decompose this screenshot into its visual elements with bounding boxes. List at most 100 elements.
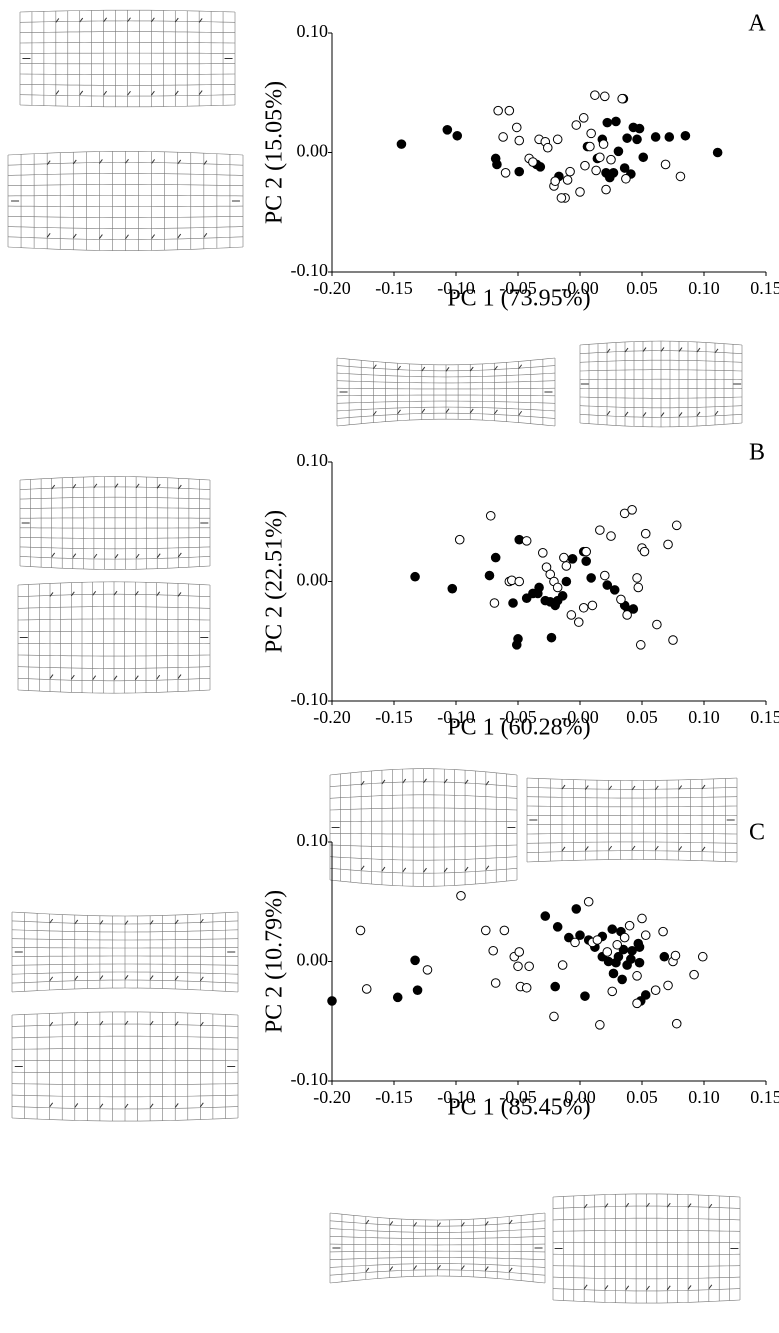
landmark-vector [74,919,79,925]
landmark-vector [654,845,659,851]
x-tick-label: -0.05 [499,1087,537,1107]
data-point [500,168,511,178]
x-tick-label: -0.00 [561,278,599,298]
data-point [595,152,605,163]
x-tick-label: 0.15 [750,278,779,298]
data-point [652,619,662,630]
landmark-vector [74,975,79,981]
data-point [586,128,596,139]
landmark-vector [701,846,706,852]
landmark-vector [696,347,701,353]
x-tick-label: -0.20 [313,278,351,298]
x-axis-label: PC 1 (73.95%) [447,286,590,312]
data-point [617,974,627,985]
landmark-vector [198,90,203,95]
landmark-vector [93,483,98,489]
data-point [552,922,563,932]
landmark-vector [583,1284,588,1290]
landmark-vector [199,1021,204,1027]
x-tick-label: 0.05 [626,1087,658,1107]
data-point [609,585,620,595]
landmark-vector [149,975,154,980]
landmark-vector [469,366,474,372]
data-point [628,604,639,614]
landmark-vector [423,778,427,784]
landmark-vector [177,484,182,490]
data-point [590,90,600,100]
data-point [578,602,589,613]
landmark-vector [642,347,647,352]
landmark-vector [494,365,498,371]
data-point [492,159,502,170]
landmark-vector [114,483,119,489]
grid-line [336,418,556,427]
landmark-vector [174,919,179,925]
data-point [528,157,538,167]
landmark-vector [98,234,103,239]
landmark-vector [360,865,365,871]
landmark-vector [113,590,118,596]
landmark-vector [55,90,60,95]
data-point [514,166,525,177]
landmark-vector [460,1265,465,1270]
data-point [535,162,546,172]
data-point [504,105,515,116]
landmark-vector [402,867,407,873]
landmark-vector [177,552,182,558]
data-point [484,570,495,581]
data-point [552,582,563,593]
data-point [616,594,626,605]
data-point [514,947,525,957]
data-point [573,617,584,627]
x-tick-label: -0.10 [437,707,475,727]
data-point [627,505,637,515]
data-point [617,93,627,104]
landmark-vector [124,1020,129,1026]
data-point [559,552,569,563]
landmark-vector [125,234,129,240]
data-point [587,600,598,611]
x-tick-label: 0.05 [626,707,658,727]
landmark-vector [92,591,97,596]
landmark-vector [714,348,719,354]
landmark-vector [437,1264,441,1270]
landmark-vector [624,347,629,353]
landmark-vector [660,347,665,352]
landmark-vector [696,411,701,417]
landmark-vector [177,674,182,679]
data-point [355,925,366,936]
landmark-vector [678,846,683,851]
data-point [671,1018,682,1029]
deformation-grid [7,151,244,251]
data-point [485,510,496,521]
landmark-vector [608,785,613,791]
landmark-vector [174,90,179,96]
landmark-vector [365,1267,370,1273]
data-point [622,610,632,620]
landmark-vector [687,1203,692,1208]
landmark-vector [125,158,129,164]
landmark-vector [421,408,426,414]
landmark-vector [49,592,54,597]
y-tick-label: 0.00 [297,141,329,161]
y-tick-label: 0.00 [297,570,329,590]
data-point [410,955,420,966]
landmark-vector [72,233,77,239]
data-point [608,168,619,178]
data-point [622,960,632,970]
landmark-vector [381,779,386,785]
y-tick-label: -0.10 [291,1069,329,1089]
data-point [697,951,708,962]
data-point [612,939,623,950]
landmark-vector [127,17,131,23]
landmark-vector [397,409,401,415]
deformation-grid [579,340,743,428]
landmark-vector [654,785,659,791]
y-axis-label: PC 2 (15.05%) [262,81,288,224]
landmark-vector [583,1203,588,1209]
landmark-vector [660,412,665,417]
deformation-grid [17,581,211,694]
data-point [493,105,503,116]
data-point [447,583,458,594]
